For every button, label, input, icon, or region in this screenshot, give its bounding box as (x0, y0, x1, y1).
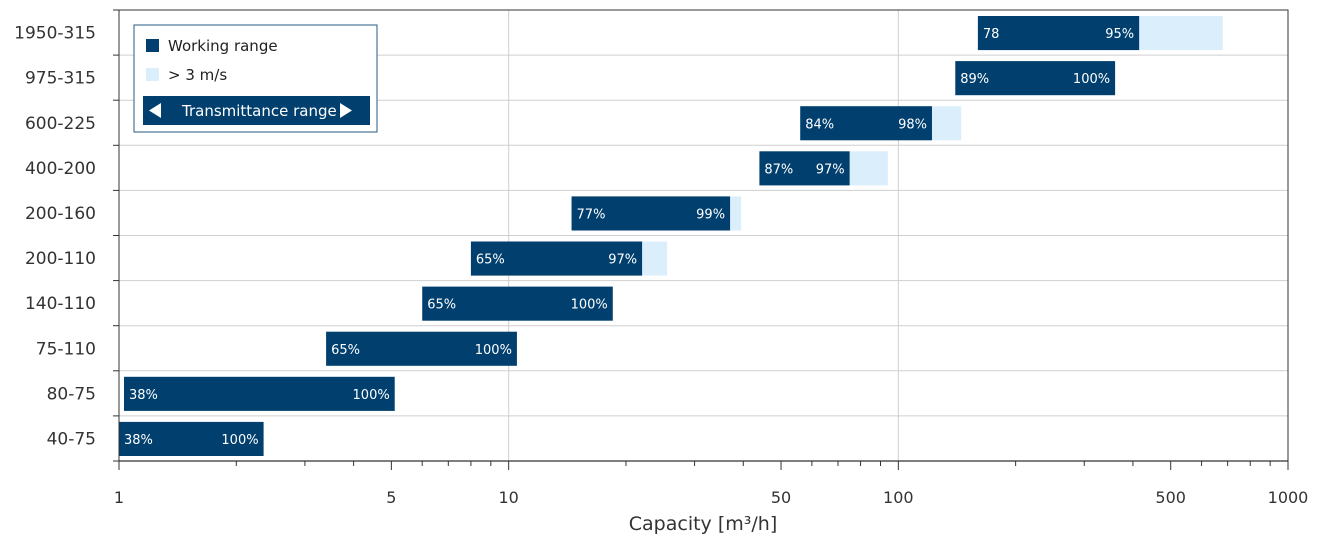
category-label: 200-160 (25, 204, 96, 224)
working-range-bar (326, 331, 517, 366)
transmittance-range-button (143, 96, 370, 125)
category-label: 1950-315 (14, 24, 96, 44)
bar-label-start: 65% (476, 253, 505, 268)
category-labels: 1950-315 975-315 600-225 400-200 200-160 200-… (14, 24, 96, 450)
category-label: 140-110 (25, 294, 96, 314)
x-tick-labels: 1 5 10 50 100 500 1000 (114, 488, 1308, 507)
bar-label-end: 100% (1073, 72, 1110, 87)
legend-fast-label: > 3 m/s (168, 66, 227, 84)
bars: 78 95% 89% 100% 84% 98% 87% 97% 77% 99% 65% 97% 65% 1… (119, 16, 1223, 456)
category-label: 400-200 (25, 159, 96, 179)
x-tick-label: 10 (498, 488, 518, 507)
axes (113, 9, 1289, 470)
fast-flow-bar (849, 151, 888, 186)
transmittance-range-label: Transmittance range (181, 102, 337, 120)
bar-label-start: 65% (331, 343, 360, 358)
fast-flow-bar (931, 106, 962, 141)
bar-label-start: 89% (960, 72, 989, 87)
working-range-bar (470, 241, 643, 276)
bar-label-end: 99% (696, 207, 725, 222)
bar-label-end: 100% (221, 433, 258, 448)
bar-label-start: 38% (124, 433, 153, 448)
legend-working-swatch (146, 39, 159, 52)
bar-label-start: 87% (764, 162, 793, 177)
x-tick-label: 50 (771, 488, 791, 507)
x-tick-label: 1000 (1268, 488, 1309, 507)
bar-label-start: 84% (805, 117, 834, 132)
bar-label-end: 97% (816, 162, 845, 177)
bar-label-end: 100% (475, 343, 512, 358)
category-label: 80-75 (47, 384, 96, 404)
legend-fast-swatch (146, 68, 159, 81)
x-tick-label: 500 (1155, 488, 1186, 507)
working-range-bar (759, 151, 850, 186)
legend-working-label: Working range (168, 37, 278, 55)
x-axis-title: Capacity [m³/h] (629, 513, 777, 535)
working-range-bar (977, 16, 1140, 51)
fast-flow-bar (642, 241, 668, 276)
bar-label-end: 97% (608, 253, 637, 268)
fast-flow-bar (730, 196, 742, 231)
category-label: 75-110 (36, 339, 96, 359)
bar-label-end: 100% (353, 388, 390, 403)
working-range-bar (571, 196, 731, 231)
working-range-bar (800, 106, 932, 141)
working-range-bar (955, 61, 1116, 96)
working-range-bar (119, 421, 264, 456)
x-tick-label: 1 (114, 488, 124, 507)
bar-label-start: 77% (577, 207, 606, 222)
arrow-left-icon (149, 103, 161, 118)
bar-label-start: 78 (983, 27, 1000, 42)
category-label: 200-110 (25, 249, 96, 269)
legend: Working range > 3 m/s Transmittance rang… (133, 24, 378, 133)
bar-label-end: 95% (1105, 27, 1134, 42)
category-label: 975-315 (25, 69, 96, 89)
bar-label-start: 65% (427, 298, 456, 313)
bar-label-end: 98% (898, 117, 927, 132)
bar-label-start: 38% (129, 388, 158, 403)
fast-flow-bar (1139, 16, 1223, 51)
working-range-bar (422, 286, 613, 321)
x-tick-label: 5 (386, 488, 396, 507)
working-range-bar (124, 376, 395, 411)
category-label: 40-75 (47, 429, 96, 449)
x-tick-label: 100 (883, 488, 914, 507)
category-label: 600-225 (25, 114, 96, 134)
arrow-right-icon (340, 103, 352, 118)
bar-label-end: 100% (571, 298, 608, 313)
